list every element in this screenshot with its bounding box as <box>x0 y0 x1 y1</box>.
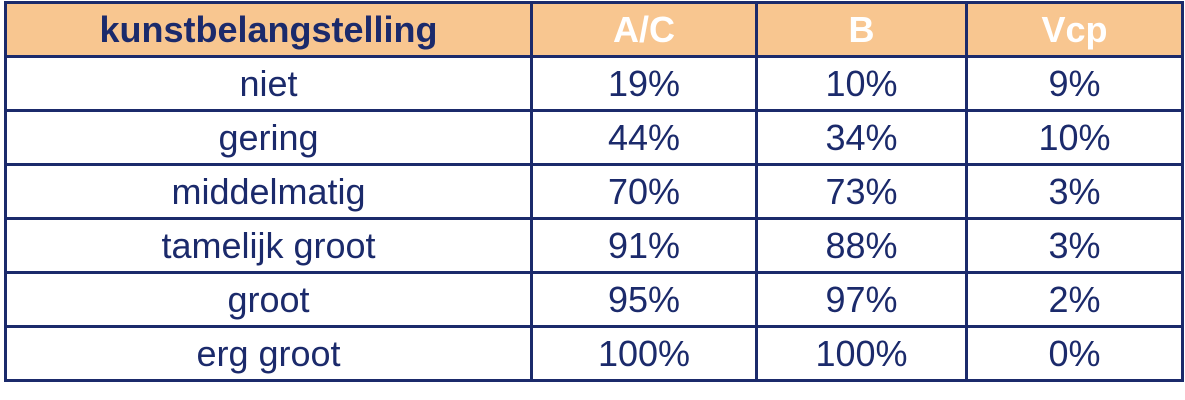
value-cell: 70% <box>530 163 758 220</box>
table-row: erg groot 100% 100% 0% <box>4 325 1184 382</box>
header-cell: Vcp <box>965 1 1184 58</box>
row-label: middelmatig <box>4 163 533 220</box>
table-row: tamelijk groot 91% 88% 3% <box>4 217 1184 274</box>
value-cell: 0% <box>965 325 1184 382</box>
table-row: gering 44% 34% 10% <box>4 109 1184 166</box>
value-cell: 2% <box>965 271 1184 328</box>
row-label: gering <box>4 109 533 166</box>
row-label: groot <box>4 271 533 328</box>
value-cell: 19% <box>530 55 758 112</box>
row-label: niet <box>4 55 533 112</box>
value-cell: 88% <box>755 217 968 274</box>
value-cell: 9% <box>965 55 1184 112</box>
header-cell: kunstbelangstelling <box>4 1 533 58</box>
value-cell: 10% <box>965 109 1184 166</box>
value-cell: 3% <box>965 217 1184 274</box>
value-cell: 10% <box>755 55 968 112</box>
table-row: groot 95% 97% 2% <box>4 271 1184 328</box>
header-row: kunstbelangstelling A/C B Vcp <box>4 1 1184 58</box>
value-cell: 97% <box>755 271 968 328</box>
row-label: erg groot <box>4 325 533 382</box>
data-table: kunstbelangstelling A/C B Vcp niet 19% 10% 9% g… <box>4 1 1184 382</box>
value-cell: 100% <box>530 325 758 382</box>
header-cell: B <box>755 1 968 58</box>
value-cell: 73% <box>755 163 968 220</box>
row-label: tamelijk groot <box>4 217 533 274</box>
value-cell: 3% <box>965 163 1184 220</box>
table-row: middelmatig 70% 73% 3% <box>4 163 1184 220</box>
value-cell: 34% <box>755 109 968 166</box>
value-cell: 44% <box>530 109 758 166</box>
value-cell: 91% <box>530 217 758 274</box>
table-header: kunstbelangstelling A/C B Vcp <box>4 1 1184 58</box>
header-cell: A/C <box>530 1 758 58</box>
table-row: niet 19% 10% 9% <box>4 55 1184 112</box>
table-body: niet 19% 10% 9% gering 44% 34% 10% middelmatig 70… <box>4 55 1184 382</box>
value-cell: 95% <box>530 271 758 328</box>
value-cell: 100% <box>755 325 968 382</box>
